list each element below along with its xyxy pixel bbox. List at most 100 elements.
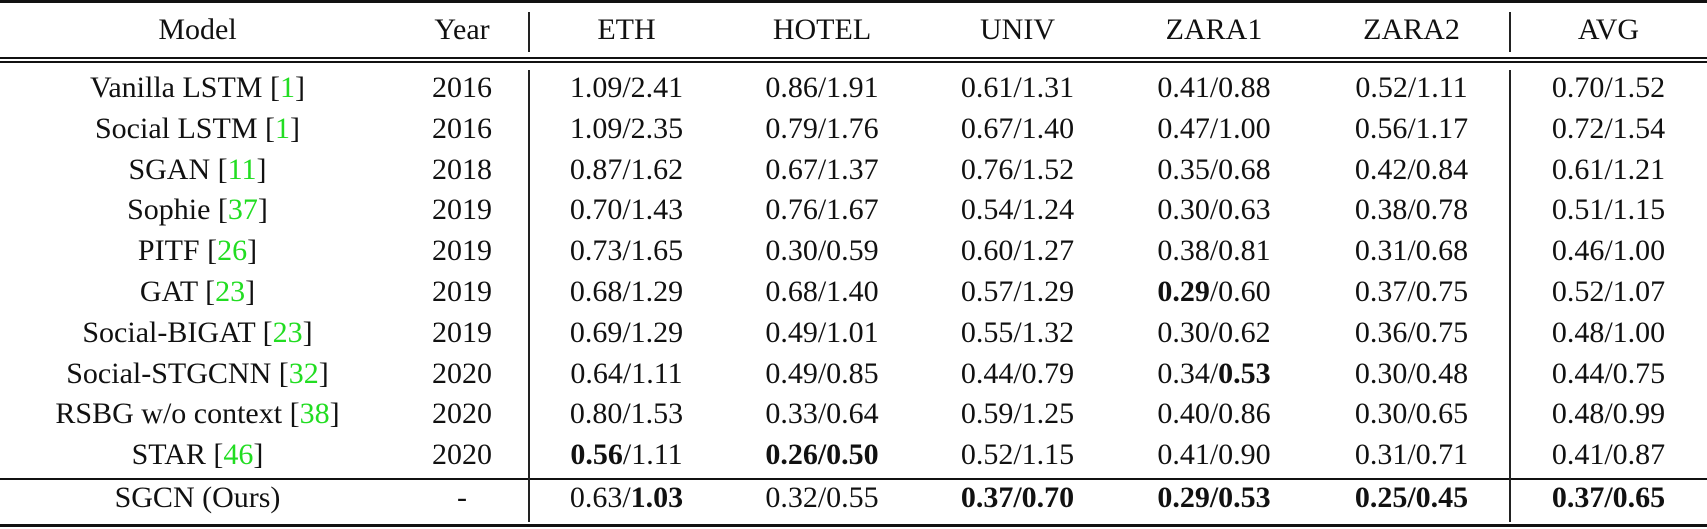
- fde-value: 0.65: [1612, 481, 1666, 514]
- metric-univ: 0.37/0.70: [920, 478, 1115, 518]
- citation-link[interactable]: 1: [275, 111, 290, 145]
- separator: /: [1407, 315, 1416, 349]
- separator: /: [622, 397, 631, 431]
- table-cell: Social-BIGAT [23]: [0, 313, 395, 353]
- ade-value: 0.61: [1551, 152, 1605, 186]
- separator: /: [1407, 397, 1416, 431]
- citation-link[interactable]: 38: [299, 397, 330, 431]
- metric-zara1: 0.38/0.81: [1115, 231, 1313, 271]
- ade-value: 0.38: [1157, 234, 1210, 268]
- separator: /: [1013, 481, 1022, 514]
- metric-zara1: 0.30/0.63: [1115, 190, 1313, 230]
- table-row: STAR [46] 2020 0.56/1.11 0.26/0.50 0.52/1.15…: [0, 435, 1707, 475]
- ade-value: 1.09: [569, 111, 623, 145]
- fde-value: 1.11: [631, 438, 683, 472]
- separator: /: [817, 152, 827, 186]
- ade-value: 0.67: [960, 111, 1014, 145]
- citation-link[interactable]: 11: [227, 152, 257, 186]
- ade-value: 0.40: [1157, 397, 1210, 431]
- model-name: Sophie: [127, 193, 211, 227]
- fde-value: 1.76: [826, 111, 879, 145]
- fde-value: 1.00: [1612, 234, 1666, 268]
- fde-value: 1.25: [1021, 397, 1075, 431]
- separator: /: [1407, 152, 1416, 186]
- ade-value: 0.61: [960, 71, 1014, 104]
- separator: /: [1209, 234, 1219, 268]
- separator: /: [1604, 275, 1613, 308]
- fde-value: 2.41: [630, 71, 684, 104]
- separator: /: [1604, 356, 1613, 390]
- fde-value: 1.00: [1218, 111, 1271, 145]
- fde-value: 1.03: [630, 481, 684, 514]
- table-cell: 2020: [432, 356, 492, 390]
- metric-avg: 0.70/1.52: [1510, 68, 1707, 108]
- metric-eth: 0.69/1.29: [529, 313, 724, 353]
- ade-value: 0.48: [1551, 397, 1605, 431]
- ade-value: 0.30: [1354, 397, 1408, 431]
- column-header-zara2: ZARA2: [1363, 13, 1460, 46]
- ade-value: 0.68: [765, 275, 818, 308]
- separator: /: [622, 356, 632, 390]
- table-row: Social LSTM [1] 2016 1.09/2.35 0.79/1.76 0.6…: [0, 109, 1707, 149]
- fde-value: 0.62: [1218, 315, 1271, 349]
- ade-value: 0.30: [765, 234, 818, 268]
- ade-value: 0.35: [1157, 152, 1210, 186]
- table-row: PITF [26] 2019 0.73/1.65 0.30/0.59 0.60/1.27…: [0, 231, 1707, 271]
- ade-value: 0.41: [1157, 438, 1210, 472]
- fde-value: 0.48: [1415, 356, 1469, 390]
- metric-zara2: 0.37/0.75: [1313, 272, 1510, 312]
- column-header-hotel: HOTEL: [772, 13, 872, 46]
- metric-hotel: 0.49/0.85: [724, 354, 920, 394]
- metric-avg: 0.52/1.07: [1510, 272, 1707, 312]
- fde-value: 0.88: [1218, 71, 1271, 104]
- column-header-eth: ETH: [597, 13, 656, 46]
- model-name: Social LSTM: [95, 111, 258, 145]
- separator: /: [817, 71, 827, 104]
- ade-value: 0.57: [960, 275, 1014, 308]
- citation-link[interactable]: 37: [227, 193, 258, 227]
- citation-bracket: [: [199, 234, 218, 268]
- separator: /: [1604, 152, 1613, 186]
- citation-bracket: [: [210, 152, 228, 186]
- citation-bracket: ]: [257, 193, 268, 227]
- table-cell: 2019: [432, 234, 492, 268]
- metric-univ: 0.55/1.32: [920, 313, 1115, 353]
- fde-value: 1.91: [826, 71, 879, 104]
- ade-value: 0.49: [765, 315, 818, 349]
- separator: /: [1407, 71, 1417, 104]
- metric-zara2: 0.31/0.68: [1313, 231, 1510, 271]
- metric-hotel: 0.68/1.40: [724, 272, 920, 312]
- column-header-year: Year: [434, 13, 490, 46]
- fde-value: 1.67: [826, 193, 879, 227]
- ours-separator-rule: [0, 478, 1707, 480]
- fde-value: 1.15: [1021, 438, 1075, 472]
- fde-value: 0.99: [1612, 397, 1666, 431]
- table-cell: STAR [46]: [0, 435, 395, 475]
- citation-bracket: ]: [302, 315, 313, 349]
- citation-link[interactable]: 46: [223, 438, 254, 472]
- metric-zara2: 0.56/1.17: [1313, 109, 1510, 149]
- metric-univ: 0.44/0.79: [920, 354, 1115, 394]
- table-cell: 2019: [432, 193, 492, 227]
- citation-link[interactable]: 23: [272, 315, 303, 349]
- fde-value: 0.68: [1218, 152, 1271, 186]
- separator: /: [1604, 234, 1613, 268]
- metric-zara2: 0.30/0.65: [1313, 394, 1510, 434]
- ade-value: 0.31: [1354, 438, 1408, 472]
- metric-zara1: 0.34/0.53: [1115, 354, 1313, 394]
- ade-value: 1.09: [569, 71, 623, 104]
- table-cell: Vanilla LSTM [1]: [0, 68, 395, 108]
- citation-link[interactable]: 23: [215, 275, 246, 308]
- fde-value: 1.62: [630, 152, 684, 186]
- citation-link[interactable]: 1: [280, 71, 295, 104]
- citation-bracket: [: [205, 438, 224, 472]
- model-name: PITF: [137, 234, 200, 268]
- table-row: SGAN [11] 2018 0.87/1.62 0.67/1.37 0.76/1.52…: [0, 150, 1707, 190]
- table-cell: Social-STGCNN [32]: [0, 354, 395, 394]
- header-row: Model Year ETH HOTEL UNIV ZARA1 ZARA2 AVG: [0, 10, 1707, 50]
- citation-link[interactable]: 32: [288, 356, 319, 390]
- separator: /: [1013, 356, 1022, 390]
- model-name: GAT: [139, 275, 198, 308]
- citation-link[interactable]: 26: [217, 234, 248, 268]
- fde-value: 0.63: [1218, 193, 1271, 227]
